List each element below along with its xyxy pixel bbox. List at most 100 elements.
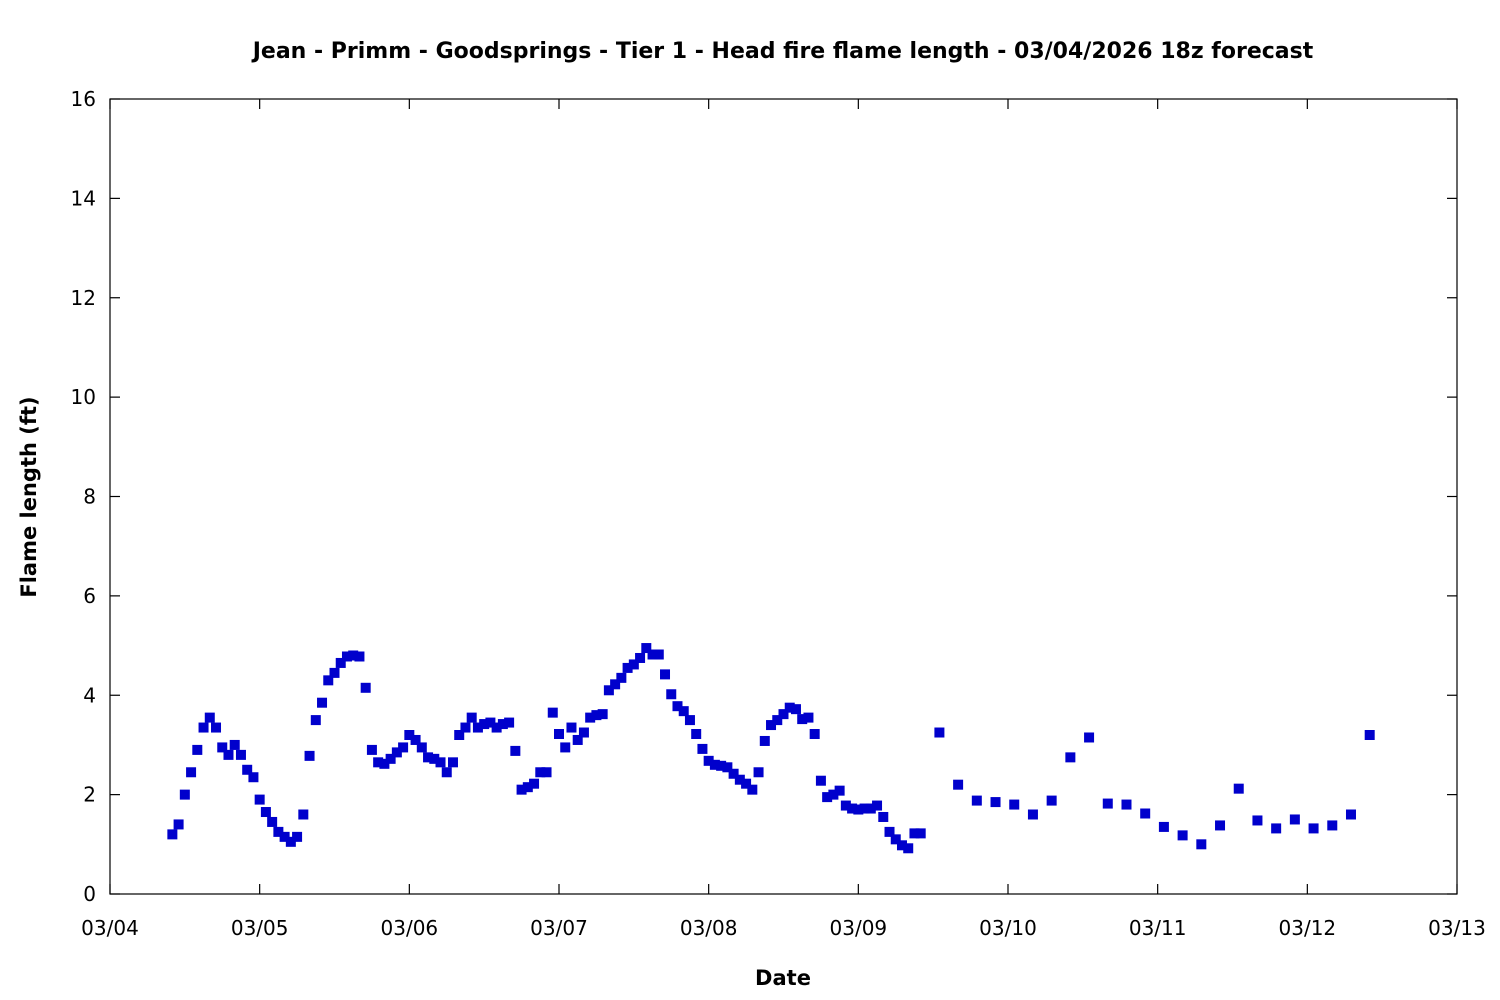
data-point — [840, 800, 851, 811]
data-point — [865, 803, 876, 814]
data-point — [447, 757, 458, 768]
data-point — [348, 650, 359, 661]
data-point — [204, 712, 215, 723]
data-point — [560, 742, 571, 753]
data-point — [317, 697, 328, 708]
data-point — [1327, 820, 1338, 831]
data-point — [1158, 821, 1169, 832]
data-point — [815, 775, 826, 786]
data-point — [285, 836, 296, 847]
data-point — [398, 742, 409, 753]
data-point — [728, 768, 739, 779]
y-tick-label: 14 — [71, 186, 96, 210]
data-point — [385, 753, 396, 764]
x-tick-label: 03/13 — [1428, 916, 1486, 940]
data-point — [186, 767, 197, 778]
y-tick-label: 8 — [83, 485, 96, 509]
y-tick-label: 2 — [83, 783, 96, 807]
data-point — [566, 722, 577, 733]
data-point — [822, 792, 833, 803]
data-point — [292, 831, 303, 842]
data-point — [510, 745, 521, 756]
y-tick-label: 10 — [71, 385, 96, 409]
data-point — [310, 715, 321, 726]
data-point — [603, 685, 614, 696]
data-point — [597, 709, 608, 720]
data-point — [373, 757, 384, 768]
data-point — [1308, 823, 1319, 834]
data-point — [847, 803, 858, 814]
plot-frame — [109, 98, 1458, 895]
data-point — [622, 662, 633, 673]
data-point — [410, 734, 421, 745]
data-point — [635, 652, 646, 663]
data-point — [248, 772, 259, 783]
data-point — [953, 779, 964, 790]
data-point — [971, 795, 982, 806]
data-point — [1196, 839, 1207, 850]
data-point — [884, 826, 895, 837]
data-point — [354, 651, 365, 662]
data-point — [678, 706, 689, 717]
data-point — [267, 816, 278, 827]
data-point — [1233, 783, 1244, 794]
data-point — [1271, 823, 1282, 834]
data-point — [516, 784, 527, 795]
data-point — [890, 834, 901, 845]
data-point — [1289, 814, 1300, 825]
data-point — [1009, 799, 1020, 810]
y-tick-label: 4 — [83, 683, 96, 707]
data-point — [1084, 732, 1095, 743]
data-point — [684, 715, 695, 726]
data-point — [279, 831, 290, 842]
data-point — [541, 767, 552, 778]
data-point — [660, 669, 671, 680]
x-tick-label: 03/05 — [231, 916, 289, 940]
x-tick-label: 03/06 — [381, 916, 439, 940]
data-point — [697, 743, 708, 754]
data-point — [784, 702, 795, 713]
data-point — [790, 704, 801, 715]
data-point — [1140, 808, 1151, 819]
data-point — [1364, 730, 1375, 740]
data-point — [211, 722, 222, 733]
data-point — [217, 742, 228, 753]
data-point — [709, 759, 720, 770]
x-tick-label: 03/08 — [680, 916, 738, 940]
x-tick-label: 03/07 — [530, 916, 588, 940]
y-tick-label: 6 — [83, 584, 96, 608]
data-point — [616, 672, 627, 683]
data-point — [666, 689, 677, 700]
data-point — [472, 722, 483, 733]
data-point — [360, 682, 371, 693]
data-point — [341, 651, 352, 662]
data-point — [766, 720, 777, 731]
data-point — [429, 753, 440, 764]
data-point — [578, 727, 589, 738]
data-point — [485, 717, 496, 728]
data-point — [1065, 752, 1076, 763]
x-tick-label: 03/11 — [1129, 916, 1187, 940]
x-axis: 03/04 03/05 03/06 03/07 03/08 03/09 03/10 03/11… — [81, 99, 1486, 940]
data-point — [797, 714, 808, 725]
data-point — [828, 789, 839, 800]
data-point — [759, 735, 770, 746]
data-point — [716, 760, 727, 771]
data-point — [803, 712, 814, 723]
y-tick-label: 16 — [71, 87, 96, 111]
data-point — [491, 722, 502, 733]
data-point — [1345, 809, 1356, 820]
data-point — [235, 749, 246, 760]
data-point — [722, 762, 733, 773]
data-point — [585, 712, 596, 723]
data-point — [466, 712, 477, 723]
data-point — [179, 789, 190, 800]
y-axis: 0 2 4 6 8 10 12 14 16 — [71, 87, 1457, 906]
x-tick-label: 03/10 — [979, 916, 1037, 940]
data-point — [304, 750, 315, 761]
data-point — [522, 782, 533, 793]
data-point — [853, 804, 864, 815]
data-point — [260, 807, 271, 818]
data-point — [167, 829, 178, 840]
x-tick-label: 03/09 — [830, 916, 888, 940]
